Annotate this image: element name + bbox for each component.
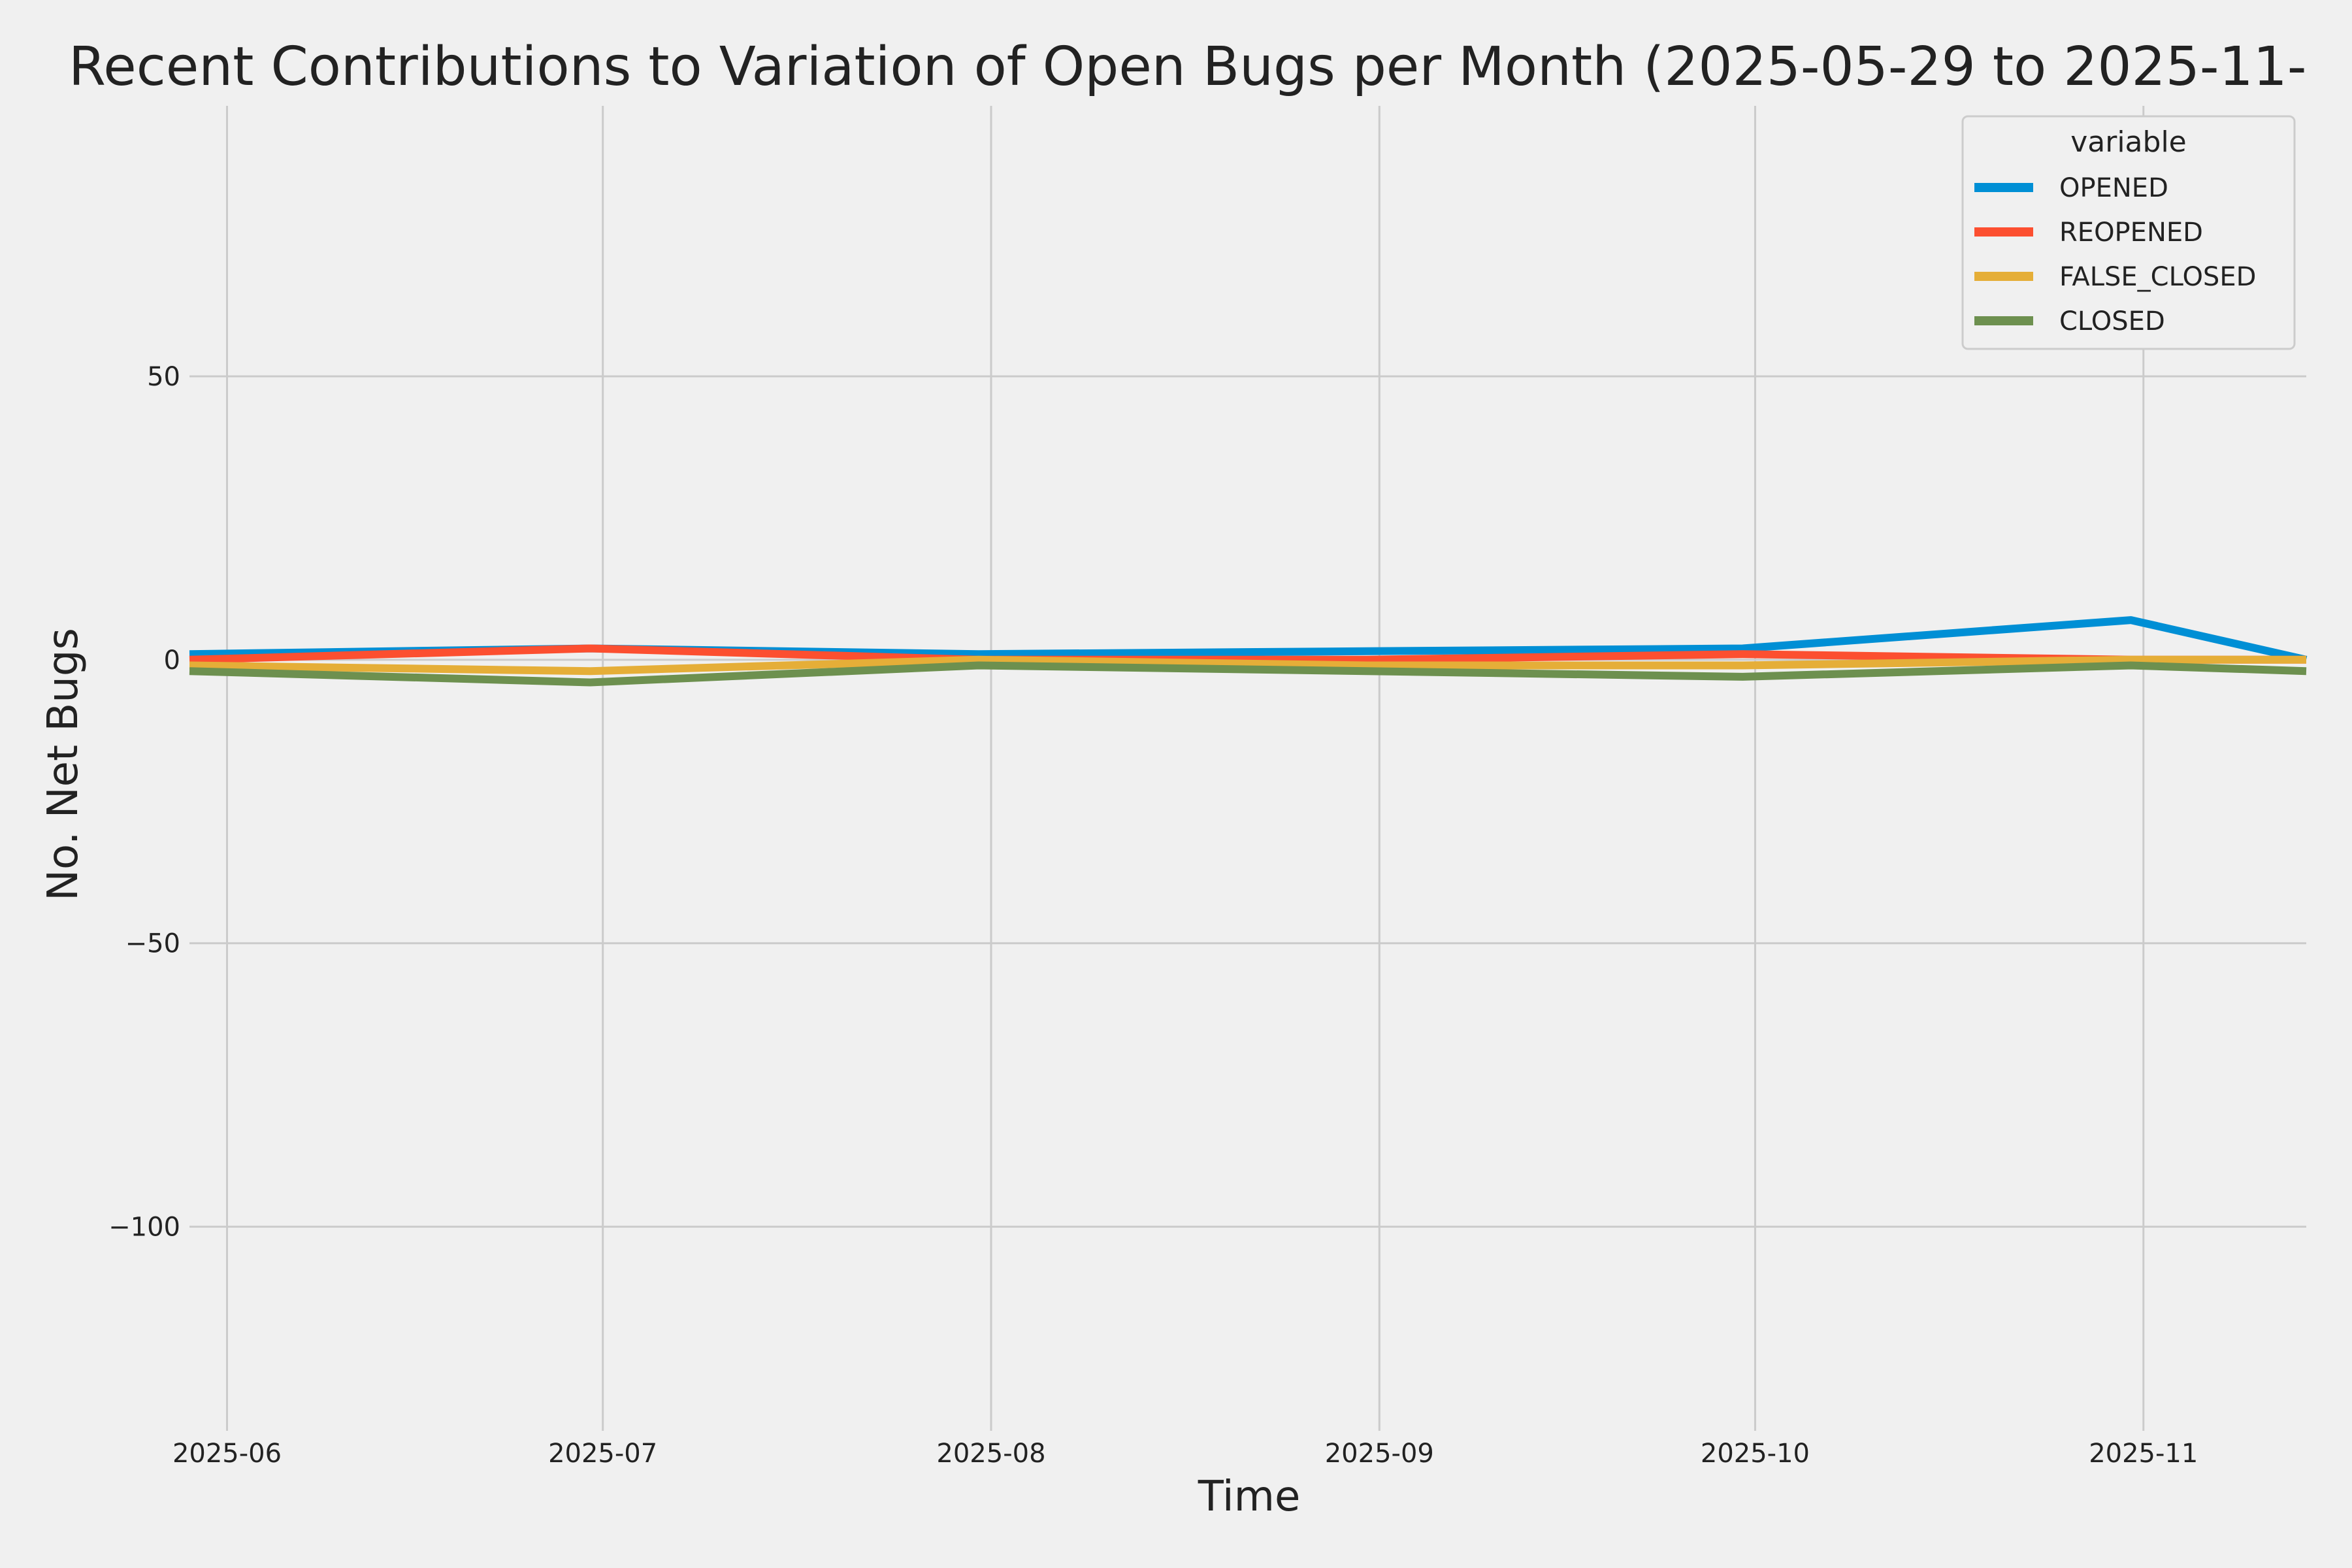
- x-tick-label: 2025-08: [936, 1439, 1045, 1469]
- series-lines: [189, 616, 2308, 687]
- series-line-false-closed: [189, 655, 2306, 676]
- x-tick-label: 2025-10: [1701, 1439, 1810, 1469]
- x-tick-label: 2025-11: [2089, 1439, 2198, 1469]
- legend-items: OPENED REOPENED FALSE_CLOSED CLOSED: [1974, 173, 2256, 336]
- x-tick-label: 2025-09: [1325, 1439, 1434, 1469]
- x-tick-labels: 2025-06 2025-07 2025-08 2025-09 2025-10 2025-…: [172, 1439, 2198, 1469]
- grid-lines: [189, 106, 2306, 1431]
- legend-label: REOPENED: [2059, 218, 2203, 248]
- y-axis-label: No. Net Bugs: [39, 628, 88, 901]
- x-tick-label: 2025-07: [548, 1439, 657, 1469]
- y-tick-label: 0: [164, 645, 180, 676]
- legend: variable OPENED REOPENED FALSE_CLOSED CLOSE…: [1961, 115, 2296, 350]
- x-axis-label: Time: [1198, 1473, 1301, 1521]
- y-tick-label: −50: [125, 929, 180, 959]
- legend-label: CLOSED: [2059, 306, 2165, 336]
- legend-box: [1961, 115, 2296, 350]
- chart-title: Recent Contributions to Variation of Ope…: [69, 36, 2306, 98]
- legend-label: FALSE_CLOSED: [2059, 262, 2256, 292]
- y-tick-labels: 50 0 −50 −100: [108, 362, 180, 1243]
- x-tick-label: 2025-06: [172, 1439, 282, 1469]
- legend-title: variable: [2070, 125, 2187, 159]
- y-tick-label: −100: [108, 1213, 180, 1243]
- series-line-closed: [189, 661, 2307, 687]
- legend-label: OPENED: [2059, 173, 2168, 203]
- y-tick-label: 50: [147, 362, 180, 392]
